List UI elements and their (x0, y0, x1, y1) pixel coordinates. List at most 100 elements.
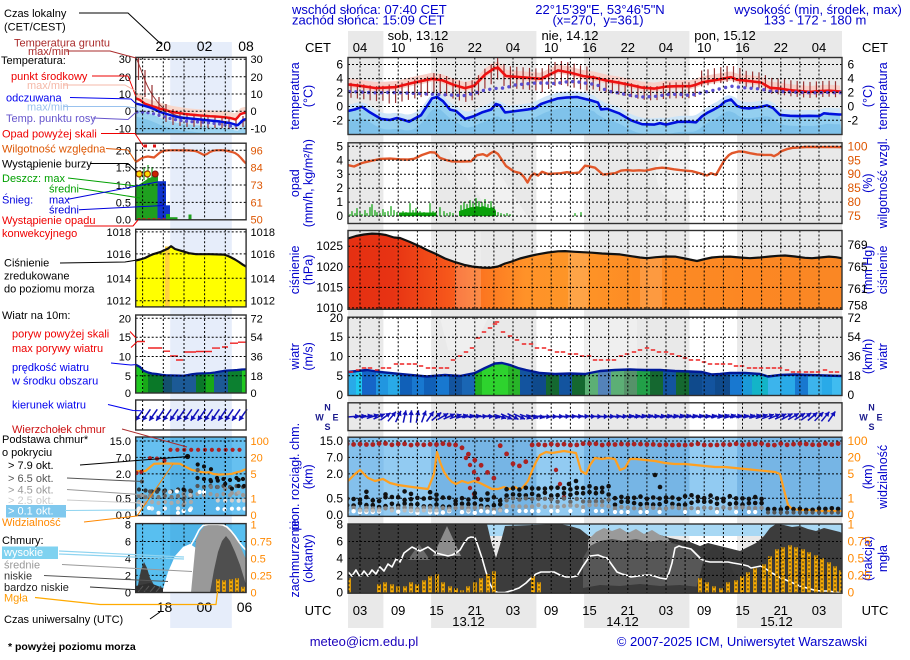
svg-text:0.0: 0.0 (116, 510, 131, 522)
svg-text:zredukowane: zredukowane (4, 271, 69, 283)
svg-text:max/min: max/min (28, 46, 70, 58)
svg-text:1015: 1015 (316, 280, 343, 294)
svg-text:4: 4 (336, 72, 343, 86)
svg-text:średnie: średnie (4, 560, 40, 572)
svg-text:1.5: 1.5 (116, 163, 131, 175)
svg-text:mgła: mgła (876, 545, 890, 572)
svg-text:meteo@icm.edu.pl: meteo@icm.edu.pl (310, 634, 419, 649)
svg-text:1016: 1016 (107, 249, 131, 261)
svg-text:w środku obszaru: w środku obszaru (11, 376, 98, 388)
svg-text:0.0: 0.0 (116, 214, 131, 226)
svg-text:W: W (315, 413, 324, 423)
svg-text:5: 5 (251, 469, 257, 481)
svg-text:Wystąpienie opadu: Wystąpienie opadu (2, 215, 95, 227)
svg-text:odczuwana: odczuwana (6, 93, 63, 105)
svg-text:18: 18 (157, 599, 173, 615)
svg-text:Wystąpienie burzy: Wystąpienie burzy (2, 159, 92, 171)
svg-text:30: 30 (119, 54, 131, 66)
svg-text:Ciśnienie: Ciśnienie (4, 258, 49, 270)
svg-text:średni: średni (49, 205, 79, 217)
svg-text:5: 5 (336, 139, 343, 153)
svg-text:2: 2 (125, 570, 131, 582)
svg-text:04: 04 (506, 40, 520, 55)
svg-text:20: 20 (119, 313, 131, 325)
svg-text:0: 0 (336, 388, 343, 402)
svg-text:max/min: max/min (27, 102, 69, 114)
svg-text:2: 2 (336, 181, 343, 195)
svg-text:22: 22 (468, 40, 482, 55)
svg-text:1014: 1014 (251, 273, 275, 285)
svg-text:Czas lokalny: Czas lokalny (4, 8, 67, 20)
svg-text:6: 6 (336, 535, 343, 549)
svg-text:2.0: 2.0 (116, 469, 131, 481)
svg-text:84: 84 (251, 163, 263, 175)
svg-text:0.5: 0.5 (251, 553, 266, 565)
svg-text:03: 03 (812, 603, 826, 618)
svg-text:1: 1 (251, 520, 257, 532)
svg-text:1025: 1025 (316, 239, 343, 253)
svg-text:75: 75 (848, 209, 862, 223)
svg-text:N: N (868, 403, 875, 413)
svg-text:(oktanty): (oktanty) (302, 534, 316, 583)
svg-text:Temperatura gruntu: Temperatura gruntu (14, 38, 110, 50)
svg-text:0: 0 (251, 510, 257, 522)
svg-text:-2: -2 (848, 113, 859, 127)
svg-text:7.0: 7.0 (116, 452, 131, 464)
svg-text:wiatr: wiatr (288, 343, 302, 370)
svg-text:0: 0 (251, 587, 257, 599)
svg-text:> 2.5 okt.: > 2.5 okt. (8, 495, 54, 507)
svg-text:4: 4 (848, 72, 855, 86)
svg-text:0.5: 0.5 (848, 551, 865, 565)
svg-text:kierunek wiatru: kierunek wiatru (12, 400, 86, 412)
svg-text:© 2007-2025 ICM, Uniwersytet W: © 2007-2025 ICM, Uniwersytet Warszawski (617, 634, 868, 649)
svg-text:0.5: 0.5 (326, 491, 343, 505)
svg-text:> 0.1 okt.: > 0.1 okt. (8, 506, 54, 518)
svg-text:02: 02 (197, 38, 213, 54)
svg-text:Widzialność: Widzialność (2, 517, 61, 529)
svg-text:UTC: UTC (305, 603, 332, 618)
svg-text:10: 10 (330, 350, 344, 364)
svg-text:10: 10 (119, 352, 131, 364)
svg-text:1016: 1016 (251, 249, 275, 261)
svg-text:(°C): (°C) (861, 85, 875, 107)
svg-text:1014: 1014 (107, 273, 131, 285)
svg-text:72: 72 (848, 311, 862, 325)
svg-text:Opad powyżej skali: Opad powyżej skali (2, 129, 97, 141)
svg-text:100: 100 (251, 436, 269, 448)
svg-text:punkt środkowy: punkt środkowy (11, 71, 88, 83)
svg-text:15.0: 15.0 (110, 436, 131, 448)
svg-text:21: 21 (621, 603, 635, 618)
svg-text:2.0: 2.0 (116, 145, 131, 157)
svg-text:prędkość wiatru: prędkość wiatru (12, 362, 89, 374)
svg-text:Mgła: Mgła (4, 593, 29, 605)
svg-text:do poziomu morza: do poziomu morza (4, 284, 95, 296)
svg-text:0: 0 (125, 388, 131, 400)
svg-text:3: 3 (336, 167, 343, 181)
svg-text:(km): (km) (302, 464, 316, 489)
svg-text:769: 769 (848, 238, 868, 252)
svg-text:zachmurzenie: zachmurzenie (288, 520, 302, 598)
svg-text:761: 761 (848, 282, 868, 296)
svg-text:133 - 172 - 180 m: 133 - 172 - 180 m (764, 13, 867, 28)
svg-text:15: 15 (330, 330, 344, 344)
svg-text:0: 0 (251, 388, 257, 400)
svg-text:10: 10 (697, 40, 711, 55)
svg-text:03: 03 (353, 603, 367, 618)
svg-text:1018: 1018 (107, 227, 131, 239)
svg-text:ciśnienie: ciśnienie (876, 246, 890, 295)
svg-text:18: 18 (251, 371, 263, 383)
svg-text:0: 0 (251, 106, 257, 118)
svg-text:10: 10 (391, 40, 405, 55)
svg-text:poryw powyżej skali: poryw powyżej skali (12, 329, 109, 341)
svg-text:30: 30 (251, 54, 263, 66)
svg-text:4: 4 (336, 551, 343, 565)
svg-text:E: E (332, 413, 338, 423)
svg-text:1: 1 (848, 518, 855, 532)
svg-text:8: 8 (336, 518, 343, 532)
svg-text:Chmury:: Chmury: (2, 535, 44, 547)
svg-text:0: 0 (125, 106, 131, 118)
svg-text:00: 00 (197, 599, 213, 615)
svg-text:03: 03 (659, 603, 673, 618)
svg-text:18: 18 (848, 369, 862, 383)
svg-text:6: 6 (848, 58, 855, 72)
